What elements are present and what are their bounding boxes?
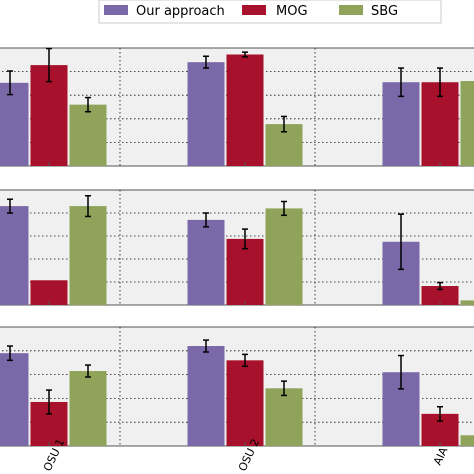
legend-label-our-approach: Our approach <box>136 4 225 19</box>
legend-swatch-our-approach <box>104 5 128 15</box>
panel-3-bar-our-approach-osu-1 <box>0 353 29 446</box>
panel-1-bar-our-approach-osu-2 <box>187 62 225 166</box>
legend-label-mog: MOG <box>276 4 308 19</box>
panel-2-bar-mog-osu-1 <box>30 280 68 305</box>
legend-swatch-sbg <box>339 5 363 15</box>
panel-2-bar-sbg-osu-2 <box>265 208 303 305</box>
x-tick-label-aia: AIA <box>431 445 451 468</box>
panel-1-bar-sbg-aia <box>460 81 474 166</box>
panel-2-bar-sbg-aia <box>460 300 474 305</box>
panel-3-bar-sbg-aia <box>460 435 474 446</box>
panel-1 <box>0 47 474 167</box>
legend-swatch-mog <box>242 5 266 15</box>
panel-2-bar-our-approach-osu-1 <box>0 206 29 305</box>
panel-2 <box>0 189 474 306</box>
panel-1-bar-sbg-osu-1 <box>69 104 107 166</box>
panel-2-bar-mog-aia <box>421 286 459 305</box>
panel-3-bar-mog-osu-2 <box>226 360 264 446</box>
legend-label-sbg: SBG <box>371 4 398 19</box>
panel-3 <box>0 326 474 447</box>
panels <box>0 47 474 447</box>
panel-2-bar-our-approach-osu-2 <box>187 219 225 305</box>
panel-1-bar-mog-osu-2 <box>226 54 264 166</box>
legend: Our approach MOG SBG <box>98 0 442 24</box>
panel-3-bar-sbg-osu-1 <box>69 371 107 446</box>
panel-3-bar-our-approach-osu-2 <box>187 346 225 446</box>
panel-2-bar-sbg-osu-1 <box>69 206 107 305</box>
panel-1-bar-our-approach-osu-1 <box>0 82 29 166</box>
panel-3-bar-sbg-osu-2 <box>265 388 303 446</box>
panel-2-bar-mog-osu-2 <box>226 238 264 305</box>
